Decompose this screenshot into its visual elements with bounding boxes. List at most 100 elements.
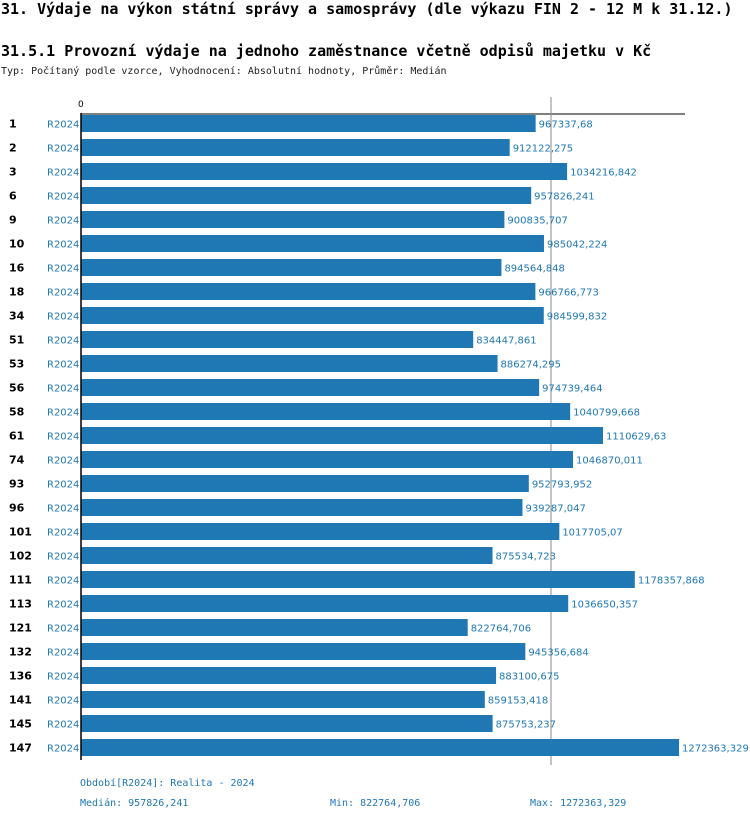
bar[interactable] xyxy=(81,403,571,420)
value-label: 886274,295 xyxy=(501,360,561,371)
value-label: 900835,707 xyxy=(507,216,567,227)
axis-zero-label: 0 xyxy=(78,100,84,110)
category-label: 132 xyxy=(9,646,32,659)
bar[interactable] xyxy=(81,475,529,492)
period-label: R2024 xyxy=(47,168,79,179)
value-label: 1272363,329 xyxy=(682,744,749,755)
category-label: 58 xyxy=(9,406,24,419)
period-label: R2024 xyxy=(47,696,79,707)
period-label: R2024 xyxy=(47,600,79,611)
category-label: 1 xyxy=(9,118,17,131)
period-label: R2024 xyxy=(47,576,79,587)
bar[interactable] xyxy=(81,331,474,348)
value-label: 1178357,868 xyxy=(638,576,705,587)
period-label: R2024 xyxy=(47,432,79,443)
bar[interactable] xyxy=(81,235,544,252)
chart-type-line: Typ: Počítaný podle vzorce, Vyhodnocení:… xyxy=(1,66,447,77)
category-label: 53 xyxy=(9,358,24,371)
period-label: R2024 xyxy=(47,408,79,419)
bar[interactable] xyxy=(81,547,493,564)
bar[interactable] xyxy=(81,595,569,612)
footer-min: Min: 822764,706 xyxy=(330,798,421,809)
bar[interactable] xyxy=(81,187,532,204)
category-label: 3 xyxy=(9,166,17,179)
category-label: 121 xyxy=(9,622,32,635)
value-label: 957826,241 xyxy=(534,192,594,203)
period-label: R2024 xyxy=(47,720,79,731)
category-label: 113 xyxy=(9,598,32,611)
value-label: 967337,68 xyxy=(539,120,593,131)
bar[interactable] xyxy=(81,379,540,396)
bar[interactable] xyxy=(81,163,568,180)
value-label: 894564,848 xyxy=(504,264,564,275)
bar[interactable] xyxy=(81,283,536,300)
value-label: 883100,675 xyxy=(499,672,559,683)
bar[interactable] xyxy=(81,739,680,756)
bar[interactable] xyxy=(81,451,574,468)
category-label: 16 xyxy=(9,262,25,275)
value-label: 974739,464 xyxy=(542,384,602,395)
category-label: 74 xyxy=(9,454,25,467)
value-label: 966766,773 xyxy=(538,288,598,299)
period-label: R2024 xyxy=(47,552,79,563)
bar[interactable] xyxy=(81,307,544,324)
bar[interactable] xyxy=(81,427,603,444)
bar[interactable] xyxy=(81,211,505,228)
period-label: R2024 xyxy=(47,120,79,131)
period-label: R2024 xyxy=(47,216,79,227)
category-label: 147 xyxy=(9,742,32,755)
value-label: 939287,047 xyxy=(525,504,585,515)
bar[interactable] xyxy=(81,523,560,540)
footer-max: Max: 1272363,329 xyxy=(530,798,627,809)
value-label: 834447,861 xyxy=(476,336,536,347)
bar[interactable] xyxy=(81,259,502,276)
period-label: R2024 xyxy=(47,192,79,203)
period-label: R2024 xyxy=(47,312,79,323)
category-label: 141 xyxy=(9,694,32,707)
category-label: 10 xyxy=(9,238,25,251)
category-label: 101 xyxy=(9,526,32,539)
category-label: 96 xyxy=(9,502,25,515)
category-label: 61 xyxy=(9,430,24,443)
period-label: R2024 xyxy=(47,744,79,755)
value-label: 859153,418 xyxy=(488,696,548,707)
category-label: 93 xyxy=(9,478,24,491)
category-label: 136 xyxy=(9,670,32,683)
period-label: R2024 xyxy=(47,528,79,539)
period-label: R2024 xyxy=(47,672,79,683)
value-label: 1040799,668 xyxy=(573,408,640,419)
category-label: 56 xyxy=(9,382,25,395)
value-label: 1017705,07 xyxy=(562,528,622,539)
bar[interactable] xyxy=(81,139,510,156)
chart-title: 31.5.1 Provozní výdaje na jednoho zaměst… xyxy=(1,42,652,60)
category-label: 111 xyxy=(9,574,32,587)
value-label: 984599,832 xyxy=(547,312,607,323)
bar[interactable] xyxy=(81,643,526,660)
bar[interactable] xyxy=(81,619,468,636)
period-label: R2024 xyxy=(47,240,79,251)
period-label: R2024 xyxy=(47,456,79,467)
category-label: 51 xyxy=(9,334,24,347)
value-label: 822764,706 xyxy=(471,624,531,635)
value-label: 875534,723 xyxy=(496,552,556,563)
value-label: 1110629,63 xyxy=(606,432,666,443)
footer-period-note: Období[R2024]: Realita - 2024 xyxy=(80,778,255,789)
bar[interactable] xyxy=(81,355,498,372)
category-label: 18 xyxy=(9,286,24,299)
period-label: R2024 xyxy=(47,648,79,659)
period-label: R2024 xyxy=(47,504,79,515)
bar[interactable] xyxy=(81,115,536,132)
category-label: 145 xyxy=(9,718,32,731)
bar[interactable] xyxy=(81,691,485,708)
period-label: R2024 xyxy=(47,288,79,299)
bar[interactable] xyxy=(81,667,497,684)
value-label: 952793,952 xyxy=(532,480,592,491)
bar[interactable] xyxy=(81,715,493,732)
bar[interactable] xyxy=(81,571,635,588)
category-label: 6 xyxy=(9,190,17,203)
value-label: 912122,275 xyxy=(513,144,573,155)
period-label: R2024 xyxy=(47,144,79,155)
bar[interactable] xyxy=(81,499,523,516)
value-label: 1046870,011 xyxy=(576,456,643,467)
